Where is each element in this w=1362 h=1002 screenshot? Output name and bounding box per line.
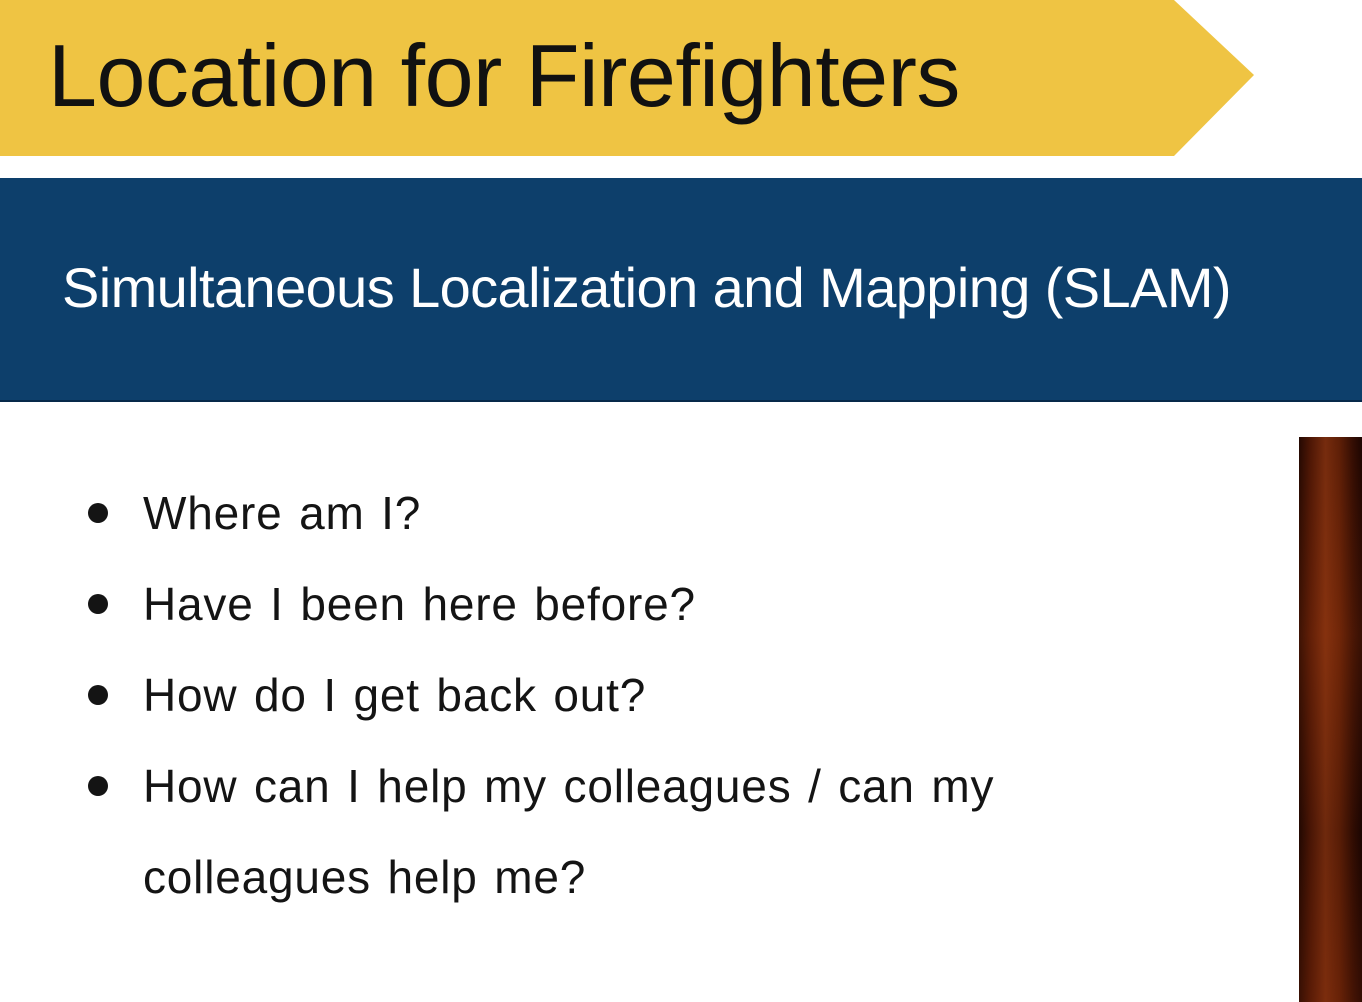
bullet-dot-icon bbox=[88, 503, 108, 523]
bullet-dot-icon bbox=[88, 685, 108, 705]
bullet-dot-icon bbox=[88, 776, 108, 796]
bullet-dot-icon bbox=[88, 594, 108, 614]
bullet-item: How can I help my colleagues / can my co… bbox=[0, 741, 1120, 923]
bullet-text: How do I get back out? bbox=[143, 669, 647, 721]
bullet-item: How do I get back out? bbox=[0, 650, 1120, 741]
slide-subtitle: Simultaneous Localization and Mapping (S… bbox=[62, 256, 1232, 319]
bullet-text: How can I help my colleagues / can my co… bbox=[143, 760, 995, 903]
bullet-text: Where am I? bbox=[143, 487, 422, 539]
bullet-item: Where am I? bbox=[0, 468, 1120, 559]
slide-title: Location for Firefighters bbox=[48, 26, 960, 125]
subtitle-band: Simultaneous Localization and Mapping (S… bbox=[0, 178, 1362, 402]
bullet-item: Have I been here before? bbox=[0, 559, 1120, 650]
bullet-text: Have I been here before? bbox=[143, 578, 696, 630]
cropped-photo bbox=[1299, 437, 1362, 1002]
title-banner bbox=[0, 0, 1254, 156]
bullet-list: Where am I? Have I been here before? How… bbox=[0, 468, 1120, 923]
